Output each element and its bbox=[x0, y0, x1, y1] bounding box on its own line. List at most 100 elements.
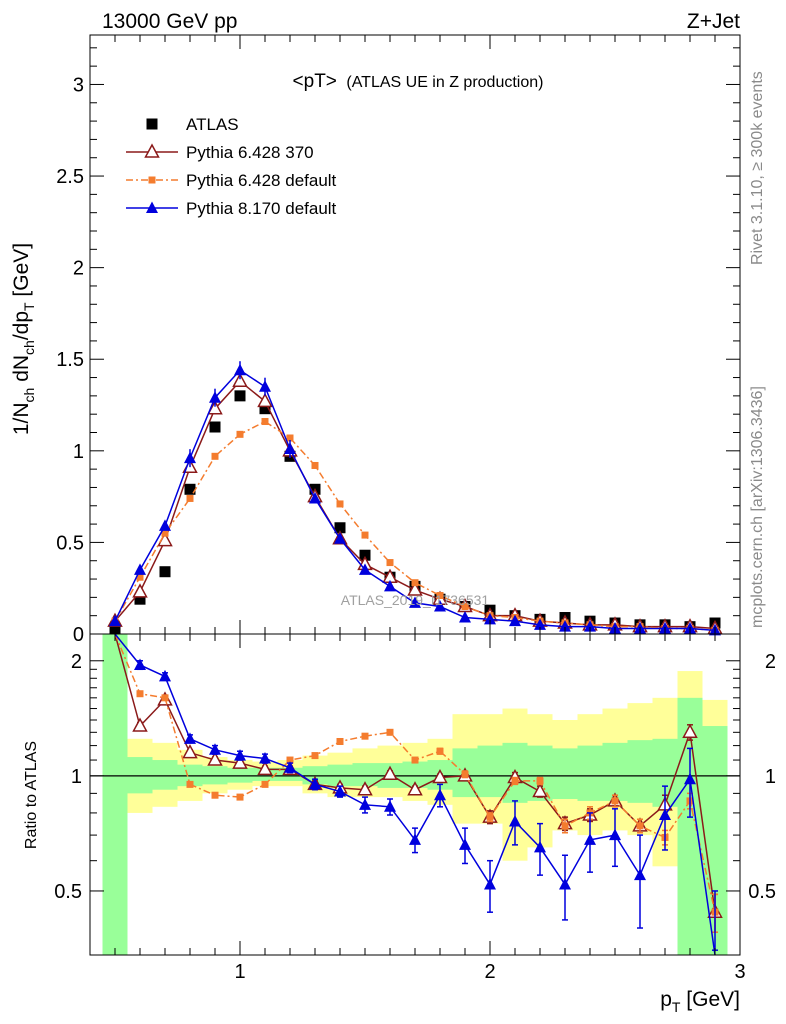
main-title-sub: (ATLAS UE in Z production) bbox=[346, 74, 543, 91]
ratio-point-pythia-6-428-370 bbox=[207, 751, 223, 766]
ratio-point-pythia-8-170-default bbox=[209, 743, 221, 755]
data-point-pythia-6-428-default bbox=[411, 579, 419, 587]
data-point-pythia-8-170-default bbox=[109, 614, 121, 627]
data-point-pythia-6-428-370 bbox=[407, 581, 423, 596]
ratio-point-pythia-8-170-default bbox=[409, 833, 421, 845]
data-point-pythia-6-428-default bbox=[361, 531, 369, 539]
data-point-pythia-8-170-default bbox=[259, 380, 271, 392]
data-point-pythia-8-170-default bbox=[434, 600, 446, 612]
ratio-point-pythia-8-170-default bbox=[634, 868, 646, 881]
ratio-point-pythia-6-428-default bbox=[286, 756, 294, 764]
data-point-pythia-8-170-default bbox=[359, 563, 371, 575]
data-point-pythia-6-428-default bbox=[161, 529, 169, 537]
uncertainty-band-inner bbox=[152, 760, 178, 790]
ratio-point-pythia-6-428-370 bbox=[182, 744, 198, 759]
ratio-point-pythia-6-428-370 bbox=[132, 717, 148, 732]
data-point-pythia-6-428-default bbox=[186, 494, 194, 502]
legend-marker-pythia-8-170-default bbox=[146, 201, 158, 213]
data-point-pythia-6-428-default bbox=[461, 603, 469, 611]
data-point-atlas bbox=[259, 403, 271, 415]
data-point-pythia-6-428-default bbox=[436, 592, 444, 600]
data-point-pythia-6-428-default bbox=[286, 434, 294, 442]
data-point-pythia-8-170-default bbox=[484, 612, 496, 625]
uncertainty-band-inner bbox=[477, 745, 503, 798]
data-point-atlas bbox=[359, 549, 371, 561]
ratio-point-pythia-6-428-default bbox=[211, 791, 219, 799]
ratio-point-pythia-6-428-default bbox=[161, 694, 169, 702]
data-point-pythia-8-170-default bbox=[409, 596, 421, 608]
data-point-pythia-6-428-default bbox=[211, 452, 219, 460]
data-point-pythia-6-428-default bbox=[336, 500, 344, 508]
watermark: ATLAS_2019_I1736531 bbox=[341, 592, 490, 608]
uncertainty-band-inner bbox=[602, 742, 628, 801]
data-point-pythia-6-428-370 bbox=[257, 392, 273, 408]
uncertainty-band-inner bbox=[127, 757, 153, 794]
data-point-pythia-6-428-default bbox=[386, 559, 394, 567]
ratio-point-pythia-6-428-370 bbox=[682, 723, 698, 739]
ratio-point-pythia-6-428-default bbox=[136, 690, 144, 698]
ratio-point-pythia-6-428-370 bbox=[407, 781, 423, 796]
data-point-pythia-6-428-default bbox=[311, 461, 319, 469]
ratio-point-pythia-6-428-default bbox=[361, 732, 369, 740]
ratio-point-pythia-8-170-default bbox=[584, 833, 596, 845]
ratio-point-pythia-6-428-default bbox=[611, 797, 619, 805]
ratio-panel: 0.5 0.5 1 1 2 2 1 2 3 Ratio to ATLAS pT [GeV] bbox=[23, 633, 776, 1015]
ratio-y-tick-label-right: 0.5 bbox=[748, 881, 776, 903]
ratio-xlabel: pT [GeV] bbox=[660, 988, 740, 1015]
data-point-pythia-8-170-default bbox=[209, 391, 221, 403]
ratio-y-tick-label-left: 0.5 bbox=[54, 881, 82, 903]
ratio-point-pythia-6-428-370 bbox=[257, 760, 273, 776]
uncertainty-band-inner bbox=[577, 745, 603, 801]
y-tick-label: 1.5 bbox=[56, 349, 84, 371]
main-plot-area bbox=[107, 361, 723, 636]
ratio-axes: 0.5 0.5 1 1 2 2 1 2 3 bbox=[54, 633, 776, 983]
ratio-point-pythia-6-428-default bbox=[336, 737, 344, 745]
data-point-pythia-8-170-default bbox=[509, 614, 521, 627]
ratio-point-pythia-6-428-default bbox=[386, 728, 394, 736]
legend-marker-pythia-6-428-370 bbox=[144, 143, 160, 158]
ratio-point-pythia-8-170-default bbox=[334, 785, 346, 797]
ratio-point-pythia-8-170-default bbox=[434, 788, 446, 801]
uncertainty-band-inner bbox=[352, 763, 378, 787]
ratio-plot-area bbox=[90, 633, 740, 956]
data-point-pythia-8-170-default bbox=[384, 579, 396, 592]
data-point-atlas bbox=[234, 390, 246, 402]
data-point-pythia-6-428-370 bbox=[232, 372, 248, 387]
x-tick-label: 3 bbox=[734, 961, 745, 983]
ratio-point-pythia-8-170-default bbox=[609, 828, 621, 841]
ratio-point-pythia-8-170-default bbox=[184, 732, 196, 744]
y-tick-label: 0.5 bbox=[56, 532, 84, 554]
ratio-point-pythia-8-170-default bbox=[459, 838, 471, 850]
ratio-point-pythia-6-428-default bbox=[436, 747, 444, 755]
ratio-point-pythia-8-170-default bbox=[309, 777, 321, 790]
mcplots-label: mcplots.cern.ch [arXiv:1306.3436] bbox=[749, 386, 766, 628]
ratio-point-pythia-8-170-default bbox=[684, 772, 696, 785]
main-title-main: <pT> bbox=[293, 71, 337, 92]
data-point-atlas bbox=[134, 593, 146, 605]
data-point-pythia-8-170-default bbox=[159, 519, 171, 531]
legend: ATLAS Pythia 6.428 370 Pythia 6.428 defaul… bbox=[126, 115, 337, 218]
data-point-pythia-8-170-default bbox=[184, 451, 196, 464]
uncertainty-band-inner bbox=[552, 748, 578, 799]
ratio-y-tick-label-right: 1 bbox=[765, 766, 776, 788]
ratio-point-pythia-8-170-default bbox=[259, 752, 271, 764]
y-tick-label: 2 bbox=[73, 258, 84, 280]
uncertainty-band-inner bbox=[102, 634, 128, 955]
rivet-label: Rivet 3.1.10, ≥ 300k events bbox=[749, 71, 766, 265]
ratio-point-pythia-6-428-370 bbox=[357, 781, 373, 796]
y-tick-label: 0 bbox=[73, 624, 84, 646]
ratio-point-pythia-6-428-default bbox=[261, 780, 269, 788]
ratio-y-tick-label-left: 2 bbox=[71, 651, 82, 673]
ratio-point-pythia-8-170-default bbox=[359, 798, 371, 810]
ratio-point-pythia-6-428-370 bbox=[532, 782, 548, 798]
data-point-pythia-6-428-default bbox=[136, 573, 144, 581]
x-tick-label: 2 bbox=[484, 961, 495, 983]
ratio-point-pythia-6-428-default bbox=[411, 756, 419, 764]
data-point-pythia-6-428-370 bbox=[132, 583, 148, 598]
ratio-point-pythia-6-428-default bbox=[461, 770, 469, 778]
data-point-pythia-8-170-default bbox=[334, 532, 346, 544]
data-point-pythia-8-170-default bbox=[459, 611, 471, 623]
main-ylabel: 1/Nch dNch/dpT [GeV] bbox=[10, 243, 37, 435]
ratio-point-pythia-8-170-default bbox=[559, 877, 571, 890]
legend-marker-pythia-6-428-default bbox=[148, 176, 156, 184]
